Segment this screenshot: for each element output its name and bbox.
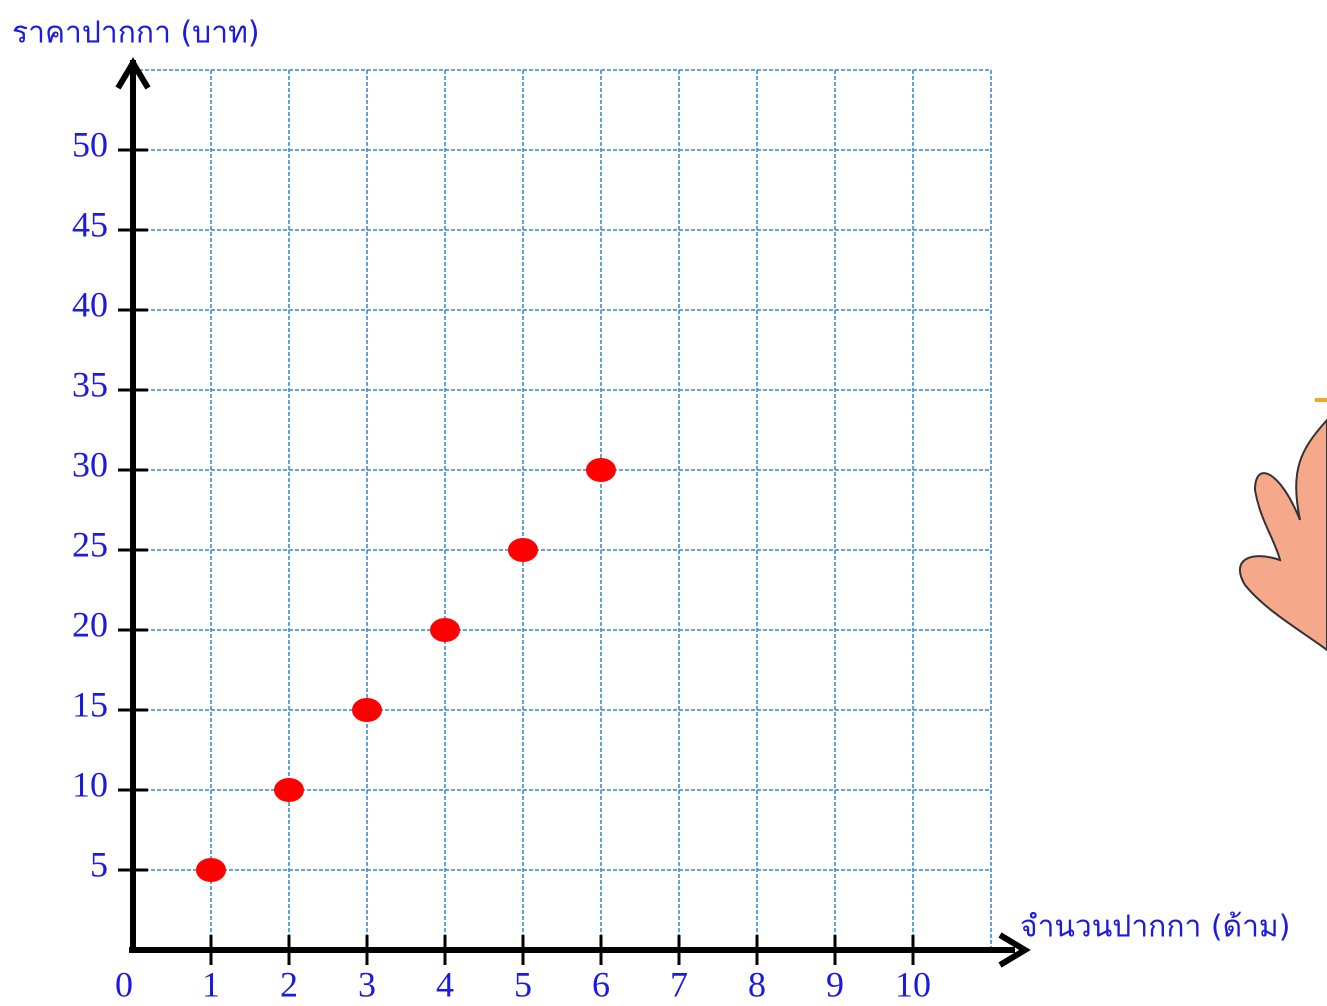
x-tick-label: 3 bbox=[358, 964, 376, 1004]
x-tick-label: 8 bbox=[748, 964, 766, 1004]
grid-frame bbox=[132, 69, 992, 951]
y-axis-arrow bbox=[115, 57, 151, 90]
y-tick-label: 20 bbox=[72, 604, 108, 644]
x-axis-arrow bbox=[998, 932, 1031, 968]
point bbox=[352, 698, 382, 722]
point bbox=[586, 458, 616, 482]
y-tick-label: 25 bbox=[72, 524, 108, 564]
y-tick-label: 30 bbox=[72, 444, 108, 484]
y-tick-label: 40 bbox=[72, 284, 108, 324]
y-tick-label: 35 bbox=[72, 364, 108, 404]
y-tick-label: 50 bbox=[72, 124, 108, 164]
y-tick-label: 5 bbox=[90, 844, 108, 884]
point bbox=[508, 538, 538, 562]
point bbox=[274, 778, 304, 802]
x-tick-label: 2 bbox=[280, 964, 298, 1004]
x-tick-label: 6 bbox=[592, 964, 610, 1004]
point bbox=[196, 858, 226, 882]
x-axis-label: จำนวนปากกา (ด้าม) bbox=[1020, 910, 1290, 945]
y-tick-label: 15 bbox=[72, 684, 108, 724]
x-tick-label: 9 bbox=[826, 964, 844, 1004]
x-tick-label: 10 bbox=[895, 964, 931, 1004]
y-axis-label: ราคาปากกา (บาท) bbox=[12, 16, 260, 51]
x-tick-label: 7 bbox=[670, 964, 688, 1004]
point bbox=[430, 618, 460, 642]
x-tick-label: 0 bbox=[115, 964, 133, 1004]
x-tick-label: 1 bbox=[202, 964, 220, 1004]
x-tick-label: 5 bbox=[514, 964, 532, 1004]
x-tick-label: 4 bbox=[436, 964, 454, 1004]
hand-illustration bbox=[1239, 398, 1327, 652]
y-tick-label: 45 bbox=[72, 204, 108, 244]
y-tick-label: 10 bbox=[72, 764, 108, 804]
